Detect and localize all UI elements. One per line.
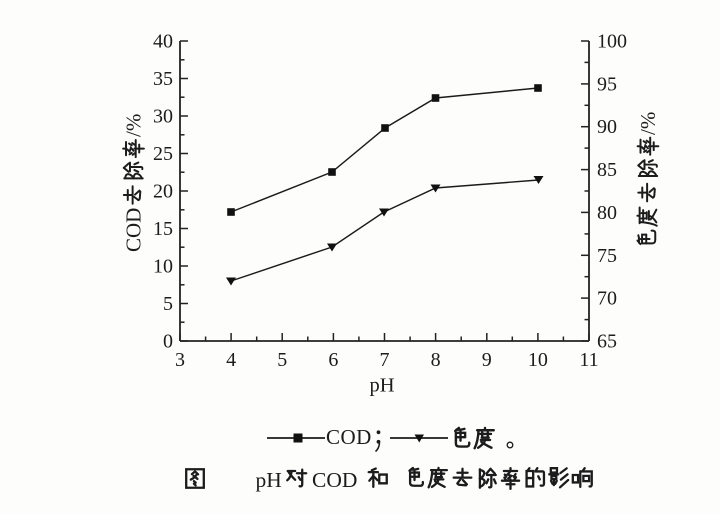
svg-text:5: 5 [277, 349, 287, 371]
svg-text:4: 4 [226, 349, 236, 371]
svg-text:5: 5 [163, 293, 173, 315]
svg-text:70: 70 [597, 288, 617, 310]
svg-text:100: 100 [597, 31, 627, 53]
svg-text:11: 11 [579, 349, 598, 371]
svg-text:25: 25 [153, 143, 173, 165]
svg-text:9: 9 [482, 349, 492, 371]
svg-text:0: 0 [163, 331, 173, 353]
svg-text:40: 40 [153, 31, 173, 53]
svg-text:20: 20 [153, 181, 173, 203]
svg-text:COD: COD [122, 208, 146, 252]
svg-text:8: 8 [431, 349, 441, 371]
svg-text:pH: pH [256, 468, 282, 492]
svg-text:3: 3 [175, 349, 185, 371]
svg-text:10: 10 [528, 349, 548, 371]
svg-text:95: 95 [597, 73, 617, 95]
svg-text:15: 15 [153, 218, 173, 240]
svg-text:65: 65 [597, 331, 617, 353]
svg-text:75: 75 [597, 245, 617, 267]
svg-text:30: 30 [153, 106, 173, 128]
svg-text:35: 35 [153, 68, 173, 90]
svg-text:6: 6 [328, 349, 338, 371]
svg-text:10: 10 [153, 256, 173, 278]
svg-text:COD: COD [326, 425, 372, 449]
svg-text:80: 80 [597, 202, 617, 224]
svg-text:/%: /% [636, 112, 660, 135]
svg-text:85: 85 [597, 159, 617, 181]
svg-text:7: 7 [380, 349, 390, 371]
svg-text:pH: pH [369, 375, 394, 397]
svg-text:COD: COD [312, 468, 357, 492]
svg-text:/%: /% [122, 114, 146, 137]
svg-text:90: 90 [597, 116, 617, 138]
